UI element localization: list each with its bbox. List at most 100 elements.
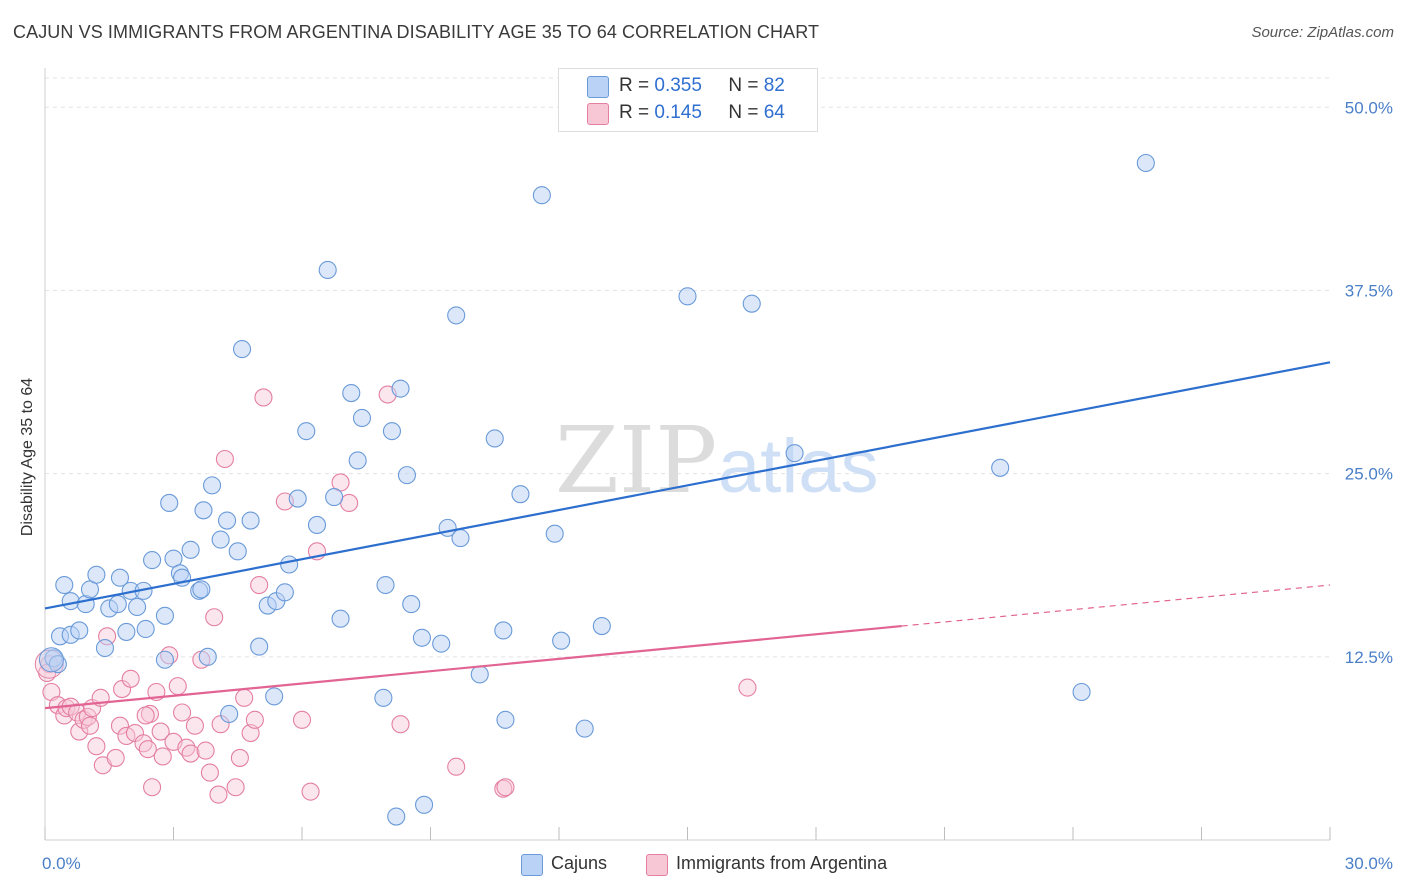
chart-title: CAJUN VS IMMIGRANTS FROM ARGENTINA DISAB… — [13, 22, 820, 42]
trend-line-cajuns — [44, 361, 1331, 610]
point-argentina — [80, 716, 100, 735]
point-argentina — [153, 747, 172, 766]
point-argentina — [254, 388, 273, 407]
point-cajun — [48, 655, 67, 674]
point-cajun — [376, 575, 395, 595]
point-cajun — [575, 719, 594, 738]
series-argentina-points — [34, 385, 757, 804]
point-cajun — [331, 609, 350, 628]
y-tick-label: 12.5% — [1345, 648, 1393, 667]
legend-swatch-argentina — [587, 103, 609, 125]
y-tick-label: 25.0% — [1345, 465, 1393, 484]
point-cajun — [742, 294, 761, 313]
point-cajun — [494, 621, 513, 640]
x-tick-label-min: 0.0% — [42, 854, 81, 873]
point-argentina — [143, 778, 162, 797]
point-cajun — [391, 379, 410, 398]
point-argentina — [151, 722, 170, 741]
point-cajun — [275, 583, 294, 602]
point-cajun — [250, 637, 269, 656]
point-cajun — [211, 530, 230, 549]
legend-n-label: N = — [728, 75, 759, 96]
point-cajun — [451, 529, 470, 548]
point-cajun — [374, 688, 393, 707]
point-argentina — [196, 741, 215, 760]
point-cajun — [348, 451, 367, 470]
watermark-atlas: atlas — [718, 424, 879, 509]
legend-swatch-cajuns — [587, 76, 609, 98]
source-credit: Source: ZipAtlas.com — [1251, 24, 1394, 41]
trend-lines — [44, 361, 1331, 710]
point-cajun — [1072, 682, 1091, 702]
point-cajun — [203, 476, 222, 495]
point-cajun — [342, 384, 361, 403]
legend-n-value-cajuns: 82 — [763, 75, 785, 96]
point-cajun — [545, 524, 564, 543]
point-argentina — [121, 669, 140, 688]
point-cajun — [470, 665, 489, 684]
point-cajun — [280, 555, 299, 574]
watermark: ZIP atlas — [555, 407, 879, 514]
point-cajun — [117, 622, 136, 641]
point-cajun — [318, 260, 337, 280]
point-cajun — [447, 306, 466, 325]
point-cajun — [432, 634, 451, 653]
axes — [44, 68, 1331, 841]
point-cajun — [532, 186, 551, 205]
point-cajun — [160, 493, 179, 513]
legend-r-label: R = — [619, 75, 650, 96]
point-cajun — [155, 606, 174, 625]
point-cajun — [181, 540, 200, 559]
point-argentina — [230, 748, 249, 767]
point-argentina — [181, 744, 200, 763]
legend-r-label: R = — [619, 102, 650, 123]
point-argentina — [200, 763, 219, 782]
point-cajun — [194, 501, 213, 520]
point-argentina — [136, 706, 155, 725]
point-argentina — [245, 710, 264, 729]
x-tick-label-max: 30.0% — [1345, 854, 1393, 873]
point-argentina — [447, 757, 466, 776]
point-cajun — [991, 458, 1010, 477]
point-cajun — [496, 710, 515, 729]
point-argentina — [42, 682, 61, 702]
point-cajun — [382, 422, 402, 441]
point-cajun — [95, 638, 115, 658]
point-cajun — [785, 444, 804, 463]
point-cajun — [1136, 153, 1155, 173]
point-cajun — [217, 511, 237, 530]
point-cajun — [70, 621, 89, 640]
point-argentina — [738, 678, 757, 697]
point-argentina — [391, 715, 410, 734]
point-argentina — [235, 688, 254, 707]
legend-n-value-argentina: 64 — [763, 102, 785, 123]
point-cajun — [220, 704, 239, 724]
point-argentina — [106, 748, 125, 767]
point-cajun — [297, 422, 316, 441]
point-cajun — [412, 628, 431, 647]
legend-label-cajuns: Cajuns — [551, 853, 608, 873]
point-cajun — [136, 619, 155, 639]
point-argentina — [168, 677, 187, 696]
point-cajun — [265, 687, 284, 706]
point-argentina — [70, 722, 89, 741]
point-argentina — [301, 782, 320, 801]
y-tick-label: 50.0% — [1345, 98, 1393, 117]
point-cajun — [415, 795, 434, 814]
legend-swatch-argentina — [646, 854, 668, 876]
point-argentina — [185, 716, 204, 735]
point-argentina — [173, 703, 192, 722]
legend-r-value-argentina: 0.145 — [654, 102, 702, 123]
point-cajun — [61, 592, 80, 611]
point-cajun — [397, 466, 416, 485]
point-cajun — [128, 597, 147, 617]
point-argentina — [226, 778, 245, 797]
series-legend: Cajuns Immigrants from Argentina — [0, 852, 1406, 878]
legend-label-argentina: Immigrants from Argentina — [676, 853, 888, 873]
point-cajun — [402, 595, 421, 614]
legend-n-label: N = — [728, 102, 759, 123]
correlation-legend: R = 0.355 N = 82 R = 0.145 N = 64 — [558, 68, 818, 132]
point-cajun — [232, 340, 252, 359]
point-cajun — [87, 565, 106, 584]
point-cajun — [552, 631, 571, 650]
